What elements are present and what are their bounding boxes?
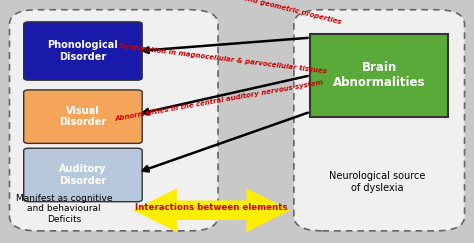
FancyBboxPatch shape (9, 10, 218, 231)
FancyBboxPatch shape (310, 34, 448, 117)
Text: Abnormalities in GM & WM volume and geometric properties: Abnormalities in GM & WM volume and geom… (108, 0, 343, 26)
Text: Auditory
Disorder: Auditory Disorder (59, 164, 107, 186)
FancyBboxPatch shape (24, 22, 142, 80)
Text: Abnormalities in the central auditory nervous system: Abnormalities in the central auditory ne… (114, 79, 324, 122)
Text: Neurological source
of dyslexia: Neurological source of dyslexia (328, 172, 425, 193)
Text: Interactions between elements: Interactions between elements (136, 203, 288, 212)
Text: Phonological
Disorder: Phonological Disorder (47, 40, 118, 62)
FancyBboxPatch shape (294, 10, 465, 231)
Text: Manifest as cognitive
and behavioural
Deficits: Manifest as cognitive and behavioural De… (16, 194, 112, 224)
Text: Brain
Abnormalities: Brain Abnormalities (333, 61, 426, 89)
FancyBboxPatch shape (24, 90, 142, 143)
FancyBboxPatch shape (24, 148, 142, 202)
Text: Visual
Disorder: Visual Disorder (59, 106, 107, 127)
Text: Dysfunction in magnocellular & parvocellular tissues: Dysfunction in magnocellular & parvocell… (119, 43, 327, 74)
